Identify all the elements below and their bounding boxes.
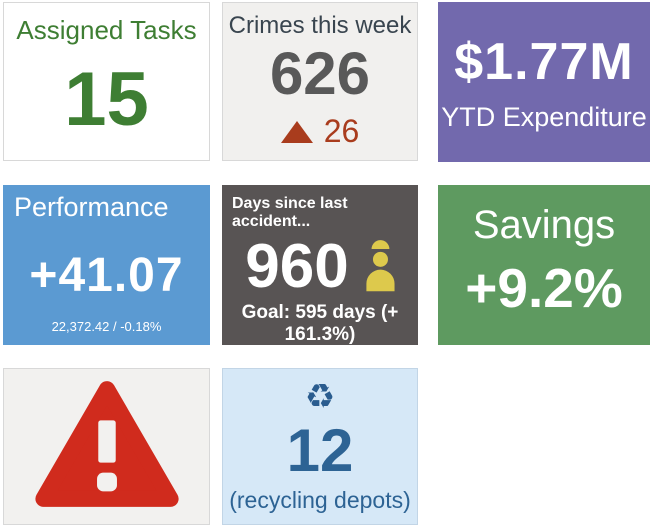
- crimes-value: 626: [269, 40, 371, 107]
- performance-detail: 22,372.42 / -0.18%: [51, 319, 162, 334]
- card-ytd-expenditure: $1.77M YTD Expenditure: [438, 2, 650, 162]
- recycling-icon: ♻: [304, 377, 336, 417]
- card-assigned-tasks: Assigned Tasks 15: [3, 2, 210, 161]
- up-triangle-icon: [280, 120, 313, 143]
- warning-triangle-icon: [32, 378, 182, 515]
- accident-main: 960: [222, 231, 418, 302]
- card-recycling-depots: ♻ 12 (recycling depots): [222, 368, 418, 525]
- performance-value: +41.07: [29, 249, 184, 302]
- savings-value: +9.2%: [465, 257, 623, 319]
- card-savings: Savings +9.2%: [438, 185, 650, 345]
- worker-person-icon: [365, 236, 395, 297]
- card-performance: Performance +41.07 22,372.42 / -0.18%: [3, 185, 210, 345]
- accident-goal: Goal: 595 days (+ 161.3%): [241, 302, 399, 345]
- crimes-delta-value: 26: [323, 113, 360, 149]
- accident-title: Days since last accident...: [232, 195, 348, 230]
- crimes-delta: 26: [223, 113, 417, 150]
- ytd-label: YTD Expenditure: [441, 101, 647, 132]
- card-warning-indicator: [3, 368, 210, 525]
- crimes-title: Crimes this week: [228, 12, 412, 39]
- assigned-tasks-value: 15: [64, 56, 149, 142]
- card-days-since-accident: Days since last accident... 960 Goal: 59…: [222, 185, 418, 345]
- recycling-label: (recycling depots): [229, 487, 411, 513]
- card-crimes-this-week: Crimes this week 626 26: [222, 2, 418, 161]
- recycling-value: 12: [286, 417, 354, 484]
- ytd-value: $1.77M: [454, 32, 634, 91]
- assigned-tasks-title: Assigned Tasks: [16, 15, 197, 45]
- accident-value: 960: [245, 232, 349, 301]
- performance-title: Performance: [14, 192, 169, 222]
- savings-title: Savings: [472, 203, 616, 247]
